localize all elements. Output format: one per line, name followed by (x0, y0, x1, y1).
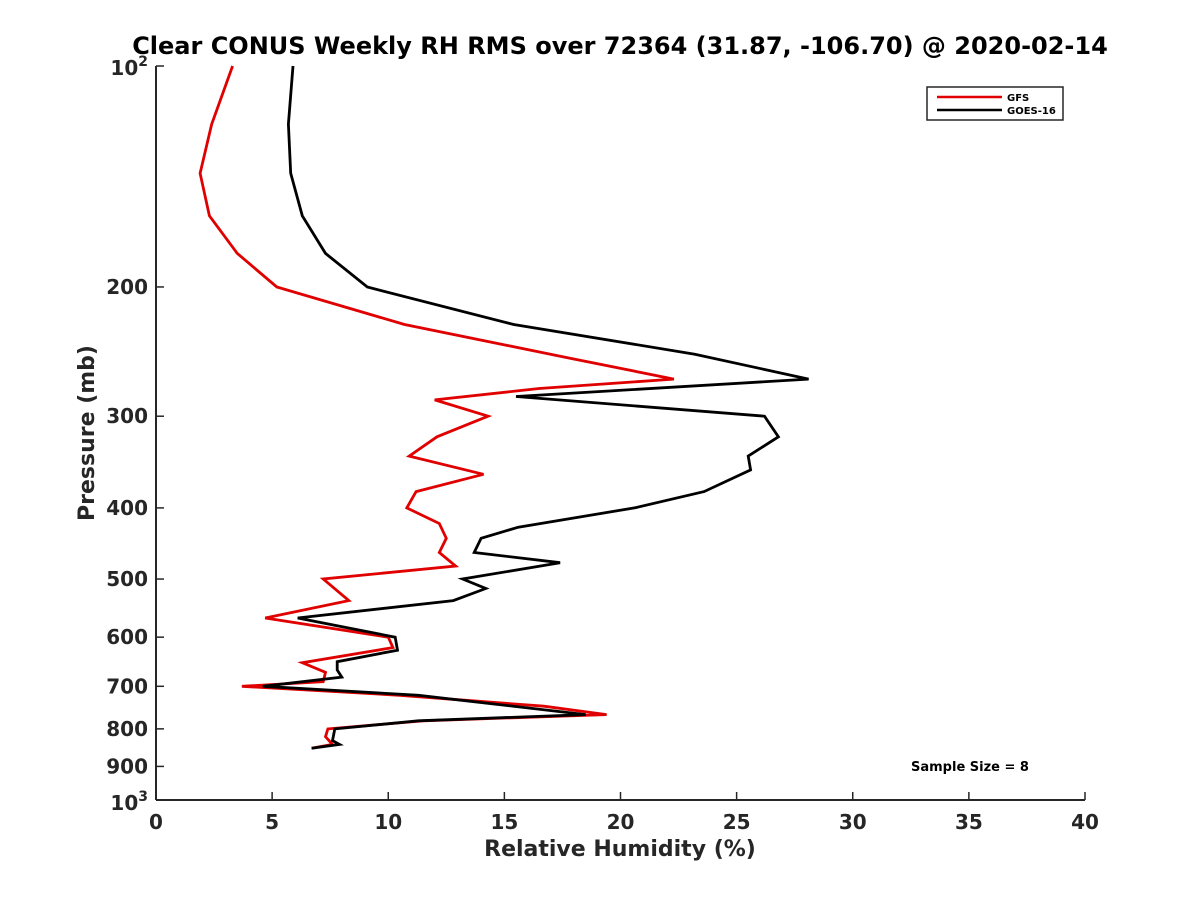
legend-box (926, 86, 1064, 121)
y-tick-label-bottom: 103 (110, 789, 148, 815)
x-axis-title: Relative Humidity (%) (484, 837, 756, 862)
y-tick-label: 200 (106, 275, 148, 299)
y-tick-label: 700 (106, 674, 148, 698)
y-tick-label: 900 (106, 754, 148, 778)
x-tick-label: 20 (607, 810, 635, 834)
x-tick-label: 10 (374, 810, 402, 834)
series-line-gfs (198, 65, 675, 750)
legend: GFS GOES-16 (926, 86, 1064, 121)
x-tick-label: 35 (955, 810, 983, 834)
y-tick-label: 300 (106, 404, 148, 428)
y-axis-ticks: 200 300 400 500 600 700 800 900 (106, 65, 164, 801)
x-tick-label: 40 (1071, 810, 1099, 834)
y-tick-label-top: 102 (110, 54, 148, 80)
x-tick-label: 5 (265, 810, 279, 834)
legend-label-gfs: GFS (1007, 93, 1029, 104)
x-tick-label: 0 (149, 810, 163, 834)
y-tick-label: 500 (106, 567, 148, 591)
plot-lines (198, 65, 809, 750)
y-tick-label: 800 (106, 717, 148, 741)
y-axis-title: Pressure (mb) (75, 345, 100, 521)
chart-title: Clear CONUS Weekly RH RMS over 72364 (31… (132, 32, 1108, 60)
y-tick-label: 400 (106, 496, 148, 520)
sample-size-annotation: Sample Size = 8 (911, 760, 1029, 775)
series-line-goes-16 (262, 65, 809, 750)
y-tick-top-base: 10 (110, 56, 138, 80)
x-axis-ticks: 0 5 10 15 20 25 30 35 40 (149, 792, 1099, 834)
x-tick-label: 30 (839, 810, 867, 834)
legend-label-goes16: GOES-16 (1007, 106, 1056, 117)
y-tick-top-exp: 2 (138, 54, 148, 70)
x-tick-label: 25 (723, 810, 751, 834)
x-tick-label: 15 (490, 810, 518, 834)
y-tick-bottom-base: 10 (110, 791, 138, 815)
y-tick-label: 600 (106, 625, 148, 649)
y-tick-bottom-exp: 3 (138, 789, 148, 805)
